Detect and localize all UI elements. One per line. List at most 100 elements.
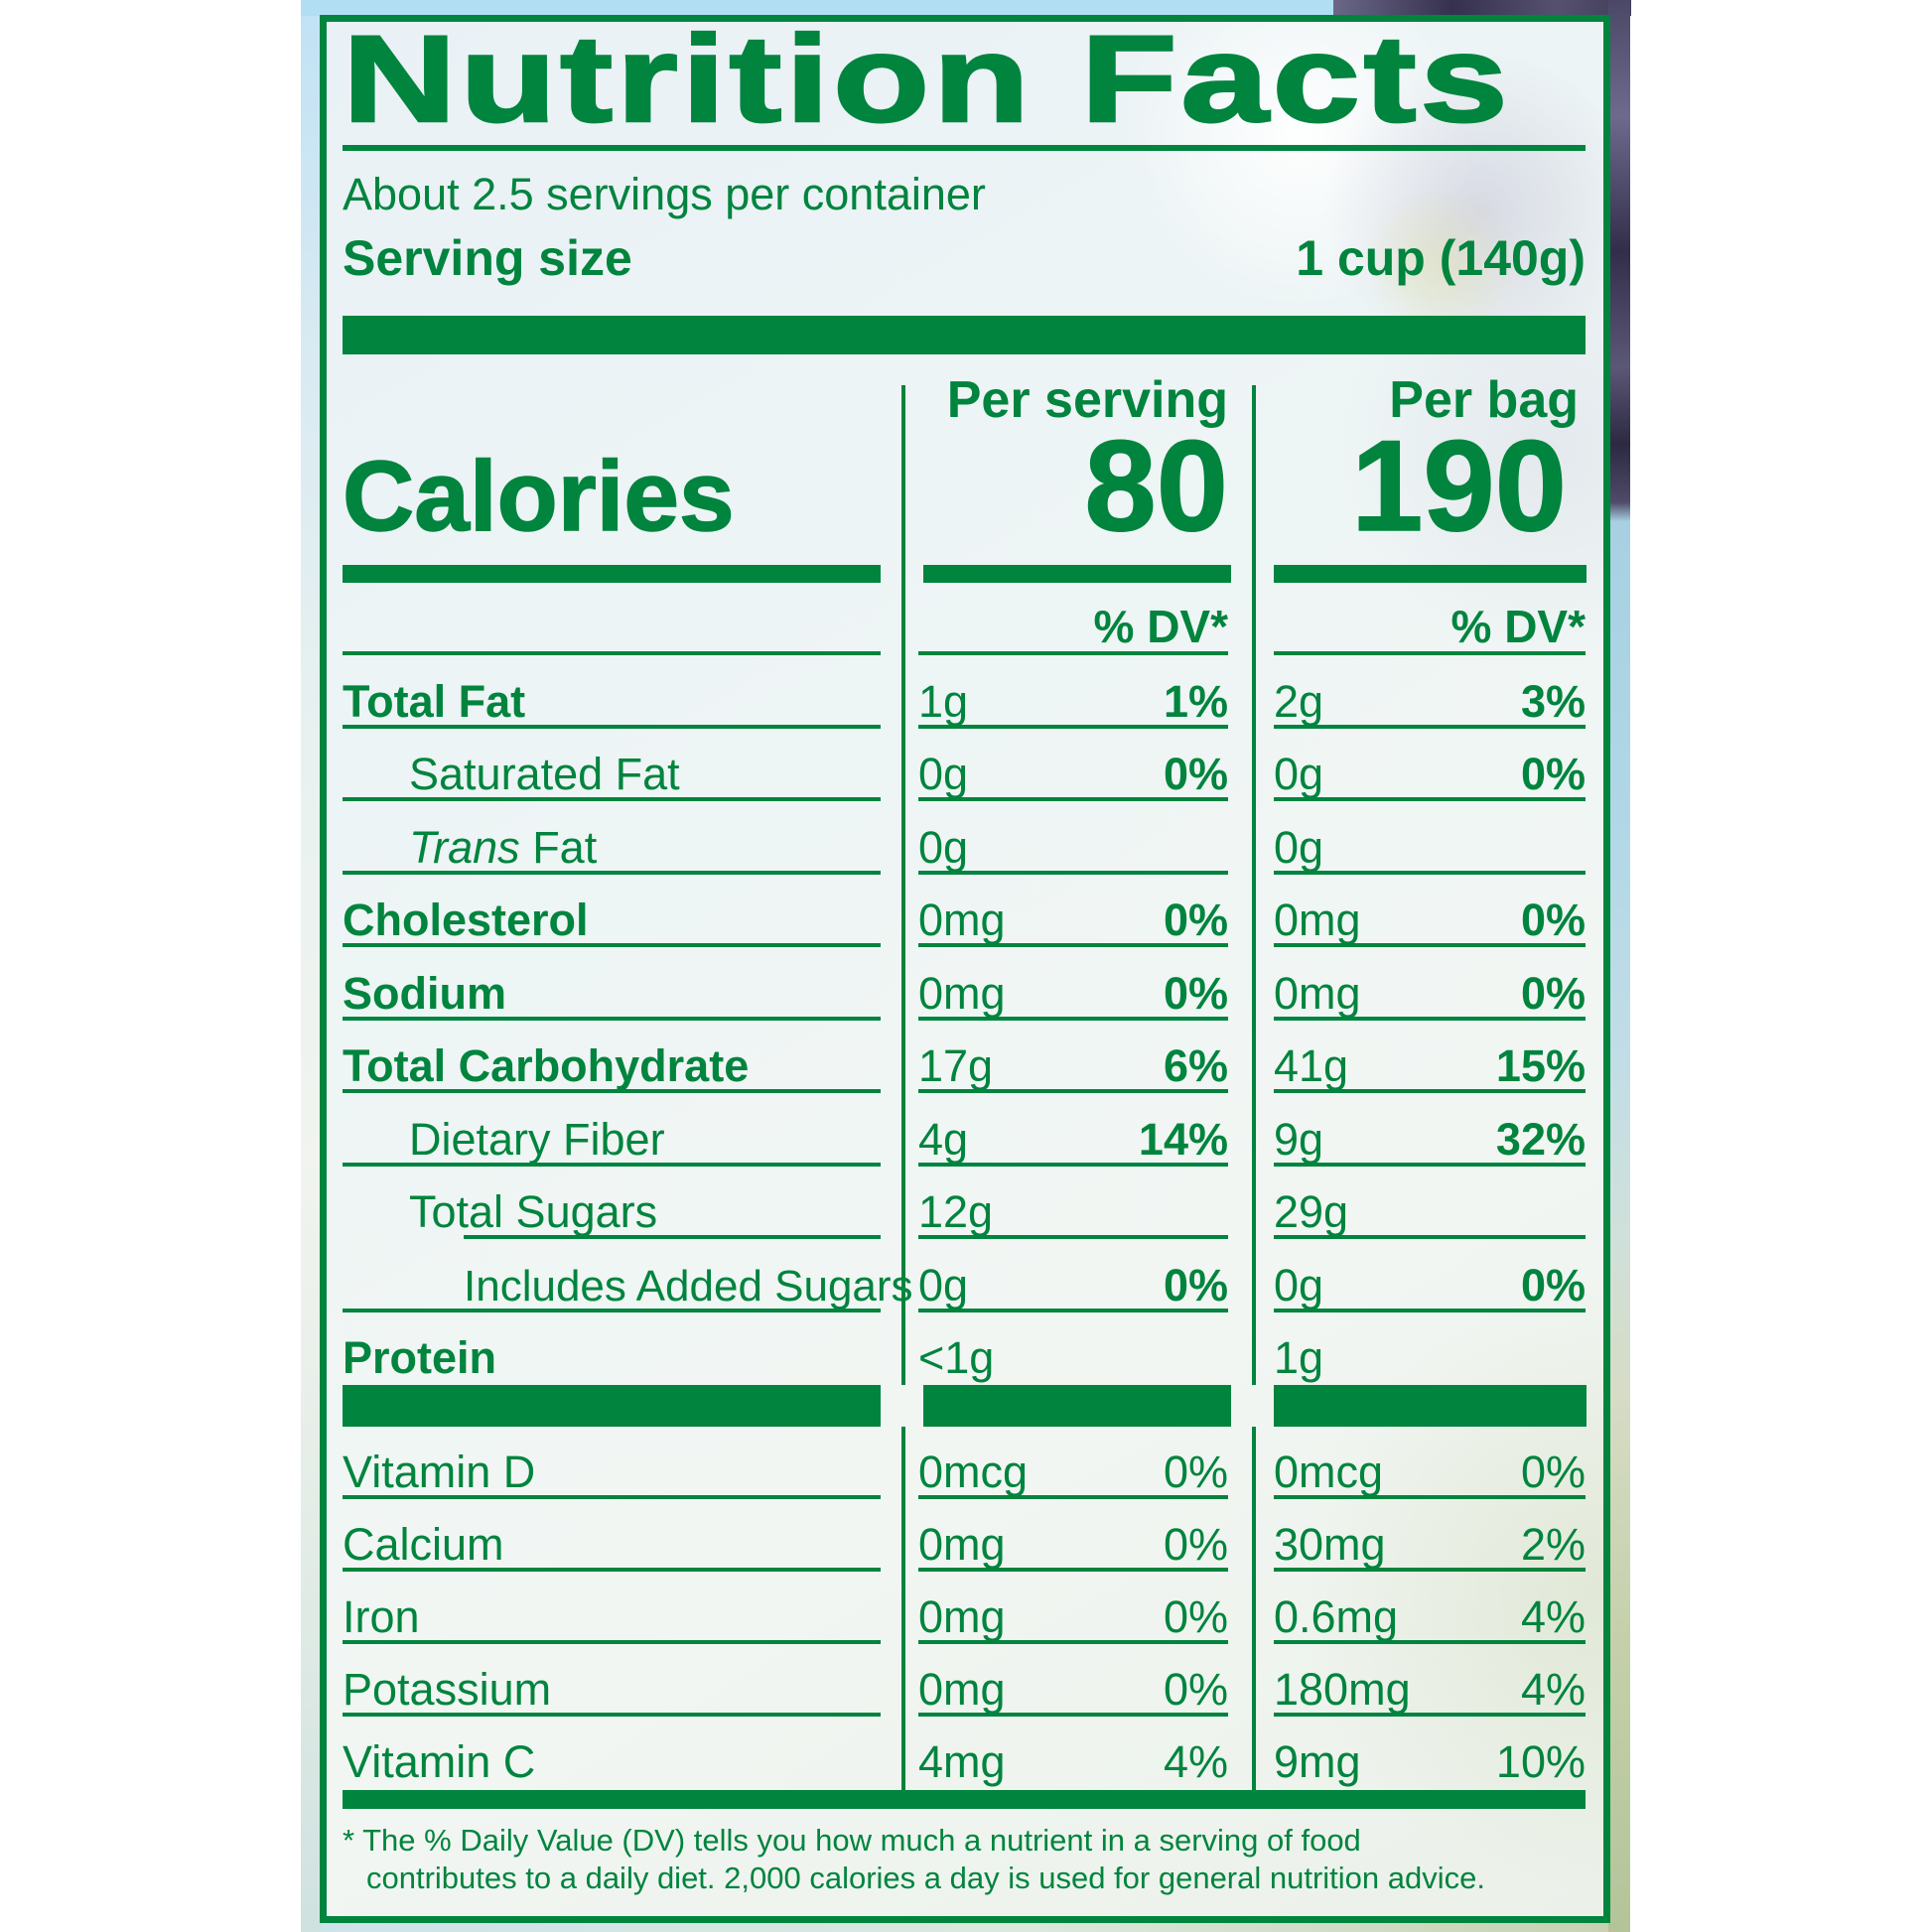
amount-per-bag: 2g <box>1274 675 1324 727</box>
per-bag-header-text: Per bag <box>1389 371 1579 429</box>
nutrient-name: Dietary Fiber <box>409 1113 665 1165</box>
nutrient-name: Sodium <box>343 967 506 1019</box>
amount-per-serving: 0mcg <box>918 1447 1029 1498</box>
amount-per-bag: 0g <box>1274 749 1324 800</box>
amount-per-bag: 0.6mg <box>1274 1591 1399 1643</box>
thick-separator-bar-bag-column <box>1274 1385 1587 1427</box>
nutrient-row-total-fat: Total Fat 1g 1% 2g 3% <box>327 655 1603 729</box>
dv-per-serving: 1% <box>1163 675 1228 727</box>
amount-per-serving: 17g <box>918 1040 994 1092</box>
thick-separator-bar-name-column <box>343 1385 881 1427</box>
thick-separator-bar-serving-column <box>923 1385 1231 1427</box>
column-divider-2-lower <box>1252 1427 1256 1790</box>
amount-per-bag: 41g <box>1274 1040 1349 1092</box>
dv-per-serving: 0% <box>1163 1664 1228 1716</box>
dv-per-bag: 10% <box>1495 1736 1586 1788</box>
dv-per-bag: 4% <box>1520 1591 1586 1643</box>
nutrient-row-added-sugars: Includes Added Sugars 0g 0% 0g 0% <box>327 1239 1603 1312</box>
calories-row: Calories 80 190 <box>327 413 1603 558</box>
dv-per-bag: 2% <box>1520 1519 1586 1571</box>
amount-per-serving: 4g <box>918 1113 969 1165</box>
amount-per-serving: 0mg <box>918 1591 1006 1643</box>
serving-size-row: Serving size 1 cup (140g) <box>343 231 1586 286</box>
dv-per-serving: 0% <box>1163 967 1228 1019</box>
dv-header-spacer <box>327 583 901 655</box>
dv-per-serving: 0% <box>1163 895 1228 946</box>
dv-header-bag: % DV* <box>1450 601 1586 652</box>
column-divider-1-upper <box>901 385 905 1385</box>
calories-per-serving-value: 80 <box>1084 413 1229 558</box>
nutrient-name: Fat <box>519 821 598 873</box>
thick-separator-bar <box>343 316 1586 354</box>
amount-per-serving: <1g <box>918 1332 995 1384</box>
dv-per-bag: 3% <box>1520 675 1586 727</box>
vitamin-name: Potassium <box>343 1664 552 1716</box>
dv-per-bag: 0% <box>1520 749 1586 800</box>
dv-per-serving: 14% <box>1138 1113 1228 1165</box>
dv-per-bag: 15% <box>1495 1040 1586 1092</box>
amount-per-serving: 0g <box>918 821 969 873</box>
nutrient-table: % DV* % DV* Total Fat 1g 1% 2g 3% Saturate… <box>327 583 1603 1385</box>
vitamin-name: Vitamin D <box>343 1447 536 1498</box>
dv-header-bag-cell: % DV* <box>1252 583 1603 655</box>
nutrient-row-total-carbohydrate: Total Carbohydrate 17g 6% 41g 15% <box>327 1020 1603 1093</box>
footnote: * The % Daily Value (DV) tells you how m… <box>343 1822 1586 1897</box>
vitamin-row-calcium: Calcium 0mg 0% 30mg 2% <box>327 1499 1603 1572</box>
dv-per-bag: 0% <box>1520 895 1586 946</box>
per-serving-header-text: Per serving <box>946 371 1228 429</box>
amount-per-serving: 1g <box>918 675 969 727</box>
per-serving-header: Per serving <box>901 373 1252 430</box>
nutrient-name: Total Carbohydrate <box>343 1040 750 1092</box>
vitamin-row-iron: Iron 0mg 0% 0.6mg 4% <box>327 1572 1603 1644</box>
background-photo-bottom-edge <box>321 1923 1608 1932</box>
dv-per-bag: 4% <box>1520 1664 1586 1716</box>
nutrient-row-dietary-fiber: Dietary Fiber 4g 14% 9g 32% <box>327 1093 1603 1167</box>
amount-per-bag: 30mg <box>1274 1519 1386 1571</box>
medium-rule-bag-column <box>1274 565 1587 583</box>
per-bag-header: Per bag <box>1252 373 1603 430</box>
nutrient-row-sodium: Sodium 0mg 0% 0mg 0% <box>327 947 1603 1021</box>
vitamin-name: Iron <box>343 1591 420 1643</box>
dv-per-bag: 0% <box>1520 1259 1586 1311</box>
amount-per-serving: 0mg <box>918 967 1006 1019</box>
dv-per-serving: 0% <box>1163 1591 1228 1643</box>
dv-per-serving: 0% <box>1163 1519 1228 1571</box>
dv-per-serving: 0% <box>1163 749 1228 800</box>
dv-per-serving: 0% <box>1163 1259 1228 1311</box>
amount-per-serving: 12g <box>918 1186 994 1238</box>
medium-rule-serving-column <box>923 565 1231 583</box>
dv-per-serving: 6% <box>1163 1040 1228 1092</box>
dv-per-bag: 0% <box>1520 967 1586 1019</box>
nutrition-facts-label: Nutrition Facts About 2.5 servings per c… <box>320 15 1610 1923</box>
column-divider-2-upper <box>1252 385 1256 1385</box>
nutrient-name-italic: Trans <box>409 821 520 873</box>
nutrient-row-cholesterol: Cholesterol 0mg 0% 0mg 0% <box>327 874 1603 947</box>
amount-per-bag: 180mg <box>1274 1664 1411 1716</box>
nutrient-name: Saturated Fat <box>409 749 680 800</box>
nutrient-name: Protein <box>343 1332 497 1384</box>
background-photo-top-edge <box>301 0 1333 16</box>
amount-per-serving: 0mg <box>918 895 1006 946</box>
nutrient-row-saturated-fat: Saturated Fat 0g 0% 0g 0% <box>327 728 1603 801</box>
amount-per-bag: 0mcg <box>1274 1447 1384 1498</box>
servings-per-container: About 2.5 servings per container <box>343 169 986 219</box>
footnote-line-2: contributes to a daily diet. 2,000 calor… <box>366 1861 1485 1895</box>
label-title: Nutrition Facts <box>341 11 1512 148</box>
amount-per-serving: 4mg <box>918 1736 1006 1788</box>
amount-per-serving: 0g <box>918 1259 969 1311</box>
medium-rule-name-column <box>343 565 881 583</box>
daily-value-header-row: % DV* % DV* <box>327 583 1603 655</box>
amount-per-serving: 0mg <box>918 1664 1006 1716</box>
background-photo-left-edge <box>301 0 321 1932</box>
amount-per-bag: 9mg <box>1274 1736 1361 1788</box>
dv-header-serving: % DV* <box>1093 601 1228 652</box>
nutrient-name: Total Sugars <box>409 1186 658 1238</box>
background-photo-blueberries-top <box>1333 0 1631 16</box>
vitamin-name: Calcium <box>343 1519 504 1571</box>
dv-per-serving: 0% <box>1163 1447 1228 1498</box>
calories-label-cell: Calories <box>327 446 901 548</box>
amount-per-serving: 0mg <box>918 1519 1006 1571</box>
footnote-line-1: * The % Daily Value (DV) tells you how m… <box>343 1823 1361 1858</box>
dv-per-bag: 0% <box>1520 1447 1586 1498</box>
nutrient-row-protein: Protein <1g 1g <box>327 1312 1603 1386</box>
